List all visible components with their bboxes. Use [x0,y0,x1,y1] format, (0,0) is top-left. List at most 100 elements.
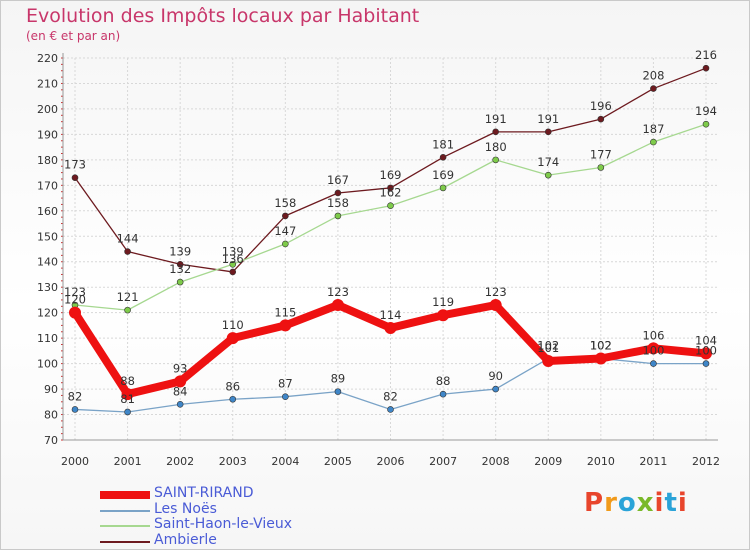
data-label: 158 [327,196,349,210]
data-label: 144 [117,232,139,246]
data-label: 139 [169,244,191,258]
data-point [334,189,342,197]
data-point [124,306,131,314]
data-label: 123 [327,285,349,299]
data-point [594,352,607,365]
data-label: 119 [432,295,454,309]
y-tick-label: 210 [37,77,58,90]
y-tick-label: 100 [37,358,58,371]
data-label: 194 [695,104,717,118]
y-tick-label: 170 [37,179,58,192]
data-point [124,248,131,255]
y-tick-label: 130 [37,281,58,294]
data-point [226,332,239,345]
data-label: 100 [642,344,664,358]
data-point [282,393,289,401]
data-point [387,184,394,192]
data-point [492,385,499,393]
data-label: 216 [695,48,717,62]
data-label: 104 [695,333,717,347]
data-label: 136 [222,252,244,266]
data-point [69,306,81,319]
data-label: 102 [537,339,559,353]
data-label: 90 [488,369,503,383]
data-point [437,309,450,322]
data-label: 106 [642,328,664,342]
data-label: 191 [537,112,559,126]
data-label: 82 [68,389,83,403]
x-tick-label: 2005 [324,455,352,468]
data-label: 102 [590,339,612,353]
data-label: 101 [537,341,559,355]
data-point [387,406,394,413]
data-label: 110 [222,318,244,332]
data-point [331,299,344,312]
data-label: 139 [222,244,244,258]
data-label: 167 [327,173,349,187]
legend-swatch [100,525,150,527]
x-tick-label: 2007 [429,455,457,468]
data-label: 120 [64,293,86,307]
data-label: 158 [274,196,296,210]
y-tick-label: 140 [37,256,58,269]
data-point [544,171,552,179]
x-tick-label: 2004 [271,455,299,468]
data-label: 187 [642,122,664,136]
data-label: 86 [225,379,240,393]
legend-swatch [100,509,150,512]
data-label: 121 [117,290,139,304]
data-label: 162 [380,186,402,200]
data-label: 88 [120,374,135,388]
y-tick-label: 120 [37,307,58,320]
data-point [334,388,342,395]
data-label: 177 [590,148,612,162]
data-point [387,202,394,210]
data-point [71,406,79,413]
data-point [700,347,712,360]
data-point [597,115,605,123]
data-label: 102 [590,339,612,353]
data-label: 100 [695,344,717,358]
data-point [647,342,660,355]
data-label: 81 [120,392,135,406]
data-point [71,174,79,181]
y-tick-label: 220 [37,52,58,65]
legend-swatch [100,540,150,543]
data-point [492,156,499,164]
data-label: 196 [590,99,612,113]
series-layer [69,64,712,416]
legend-label: Ambierle [154,531,217,548]
x-tick-label: 2010 [587,455,615,468]
y-tick-label: 180 [37,154,58,167]
data-label: 180 [485,140,507,154]
legend-label: Saint-Haon-le-Vieux [154,516,293,532]
x-tick-label: 2001 [114,455,142,468]
data-point [439,390,447,398]
data-label: 88 [436,374,451,388]
data-point [702,120,710,128]
data-label: 208 [642,69,664,83]
data-point [229,395,237,403]
legend-label: SAINT-RIRAND [154,485,254,501]
data-label: 132 [169,262,191,276]
data-label: 191 [485,112,507,126]
data-label: 114 [380,308,402,322]
data-point [282,240,289,248]
data-point [121,388,134,401]
legend-label: Les Noës [154,500,217,517]
data-label: 115 [274,305,296,319]
data-label: 173 [64,158,86,172]
x-tick-label: 2011 [639,455,667,468]
data-point [174,375,187,388]
data-label: 169 [432,168,454,182]
data-point [282,212,289,220]
data-point [439,184,447,192]
y-tick-label: 190 [37,128,58,141]
y-tick-label: 160 [37,205,58,218]
x-tick-label: 2000 [61,455,89,468]
x-tick-label: 2006 [377,455,405,468]
chart-title: Evolution des Impôts locaux par Habitant [26,5,420,27]
